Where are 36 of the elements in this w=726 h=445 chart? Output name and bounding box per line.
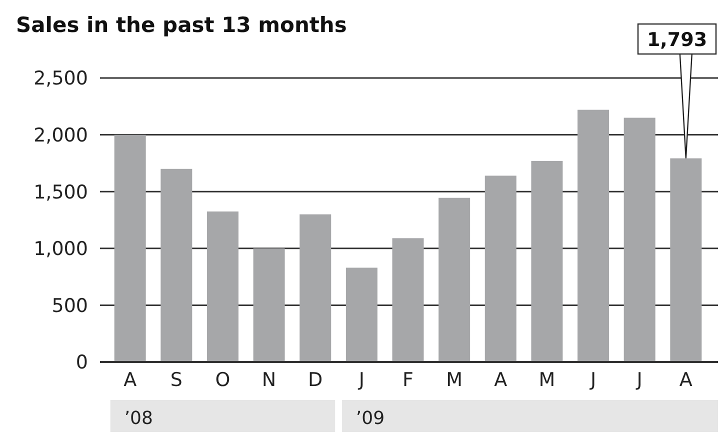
x-tick-label: O — [215, 369, 230, 391]
bar — [624, 118, 656, 362]
x-tick-label: A — [679, 369, 692, 391]
bar — [114, 134, 146, 362]
y-tick-label: 1,000 — [34, 238, 88, 260]
y-tick-label: 1,500 — [34, 181, 88, 204]
bar — [300, 214, 332, 362]
x-tick-label: J — [358, 369, 364, 391]
bar — [578, 110, 610, 362]
x-tick-label: M — [446, 369, 463, 391]
bar — [531, 160, 563, 362]
text: ’09 — [356, 408, 385, 429]
bar — [438, 198, 470, 362]
x-tick-label: A — [494, 369, 508, 391]
bar — [346, 268, 378, 362]
x-tick-label: J — [636, 369, 642, 391]
x-tick-label: D — [308, 369, 323, 391]
y-tick-label: 0 — [76, 352, 88, 374]
bar — [392, 238, 424, 362]
x-tick-label: N — [262, 369, 276, 391]
bar — [670, 158, 702, 362]
data-label: 1,793 — [646, 29, 708, 51]
x-tick-label: J — [589, 369, 596, 391]
x-tick-label: A — [124, 369, 137, 391]
y-tick-label: 2,000 — [34, 124, 88, 146]
chart-title: Sales in the past 13 months — [16, 13, 347, 37]
x-tick-label: S — [170, 369, 182, 391]
y-tick-label: 2,500 — [34, 68, 88, 90]
bar — [160, 168, 192, 362]
bar — [253, 248, 285, 362]
bar — [484, 176, 516, 362]
text: ’08 — [124, 408, 153, 429]
x-tick-label: M — [538, 369, 556, 391]
y-tick-label: 500 — [52, 294, 88, 317]
bar — [206, 211, 238, 362]
x-tick-label: F — [402, 369, 414, 391]
